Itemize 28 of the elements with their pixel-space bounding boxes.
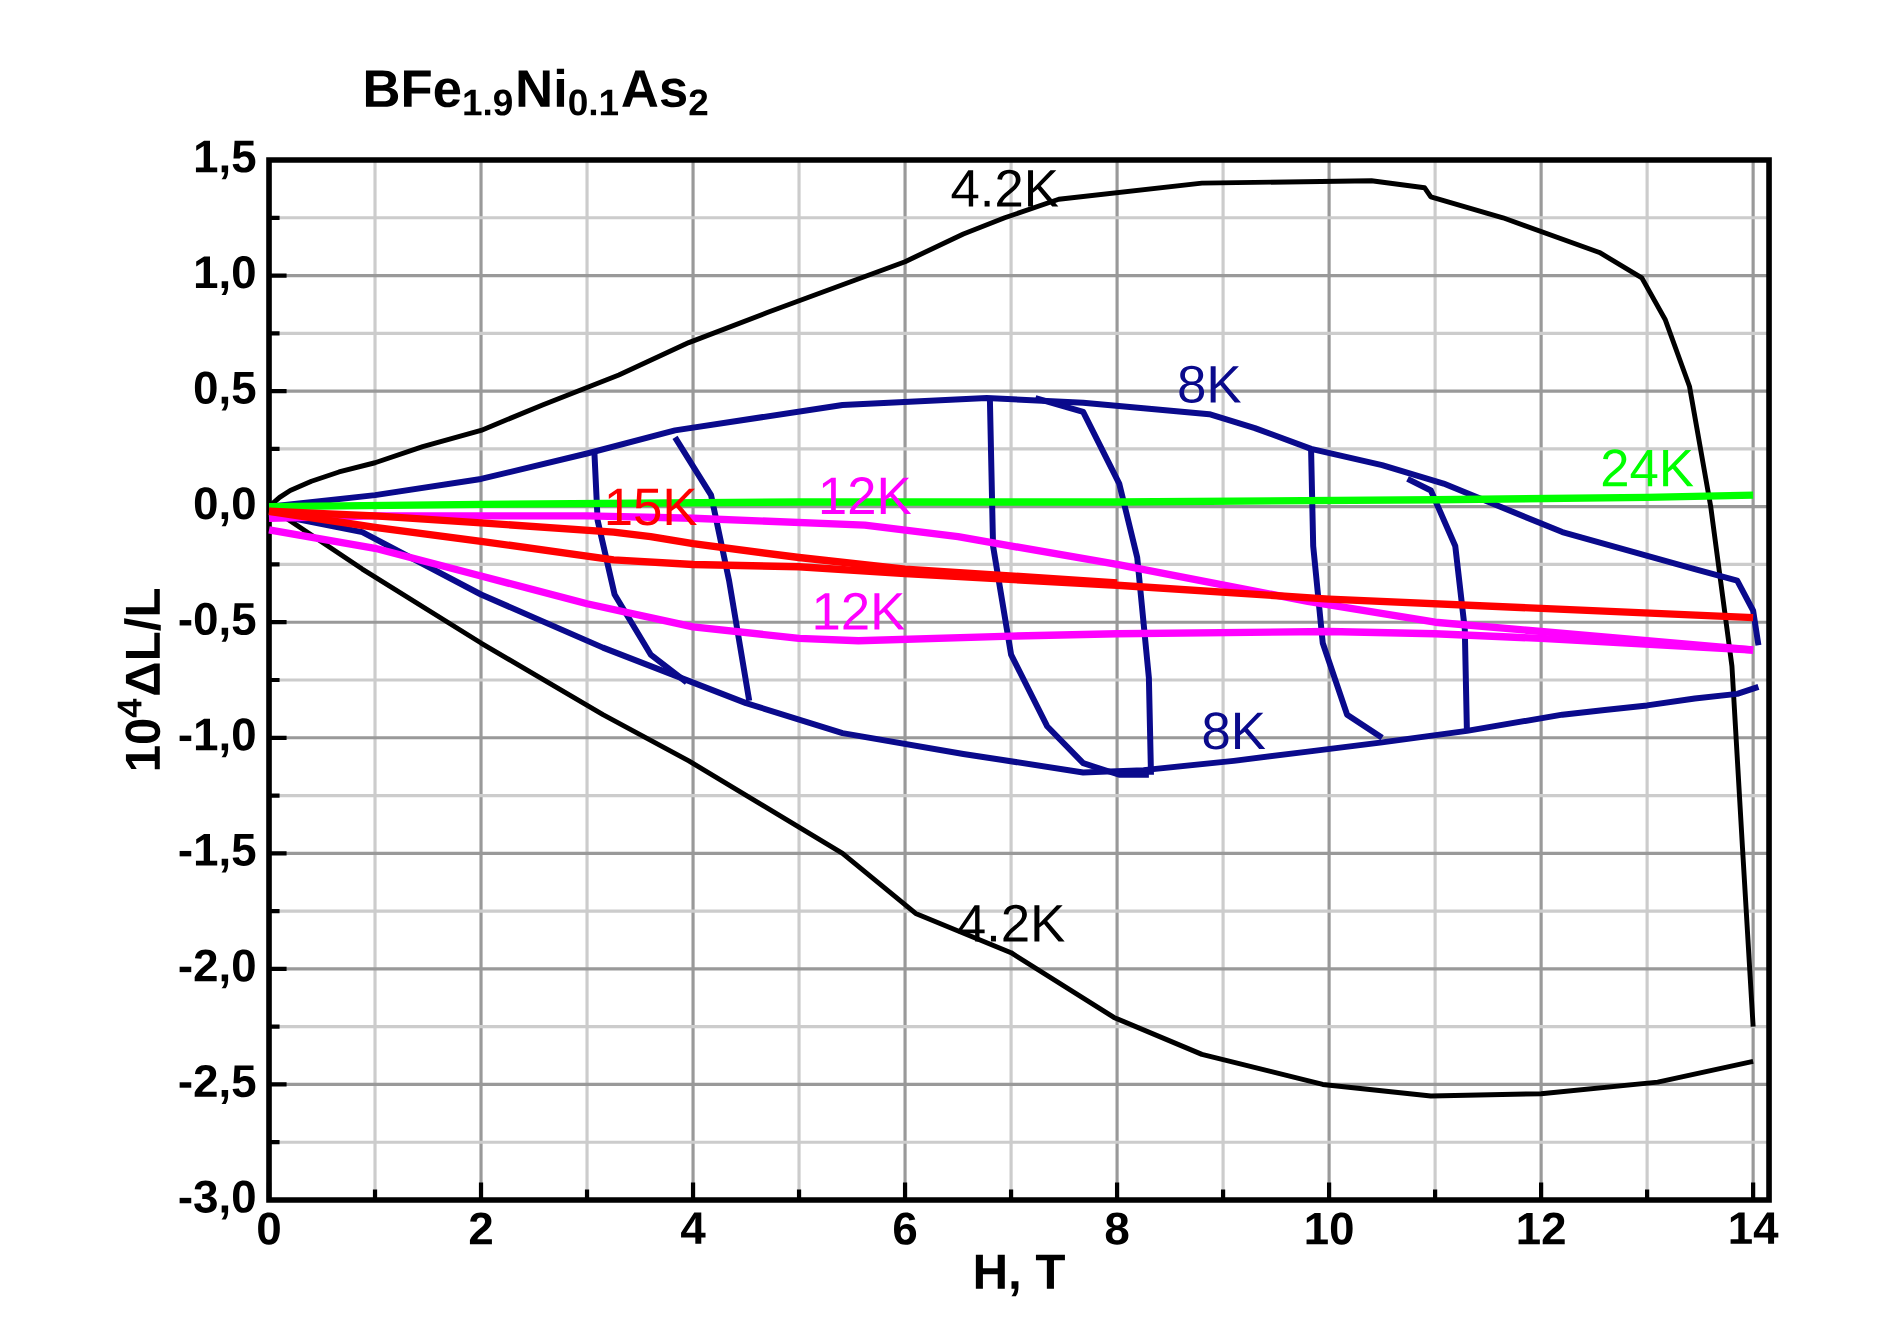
annotation: 15K [607,488,697,526]
x-axis-title: H, T [975,1254,1065,1297]
annotation: 4.2K [958,904,1065,942]
annotation: 24K [1602,449,1694,487]
y-tick-label: -3,0 [179,1180,255,1220]
x-tick-label: 14 [1730,1212,1779,1244]
y-tick-label: -2,5 [179,1064,256,1104]
x-tick-label: 8 [1105,1212,1129,1245]
y-tick-label: -1,0 [179,718,255,758]
x-tick-label: 12 [1518,1212,1565,1245]
x-tick-label: 0 [258,1212,280,1245]
y-tick-label: 1,0 [195,256,255,296]
annotation: 4.2K [951,169,1059,207]
x-tick-label: 4 [681,1212,706,1244]
y-axis-title: 10$^{4}$ΔL/L [117,589,161,770]
x-tick-label: 6 [894,1212,917,1245]
y-tick-label: 0,5 [194,371,256,411]
annotation: 8K [1179,365,1241,403]
y-tick-label: 1,5 [195,140,256,180]
y-tick-label: 0,0 [194,487,255,527]
chart-title: BFe$_{1.9}$Ni$_{0.1}$As$_{2}$ [365,68,708,116]
annotation: 8K [1203,712,1266,750]
y-tick-label: -1,5 [179,834,256,873]
x-tick-label: 10 [1306,1212,1353,1245]
y-tick-label: -0,5 [179,602,256,642]
annotation: 12K [815,592,905,630]
x-tick-label: 2 [469,1212,492,1245]
y-tick-label: -2,0 [179,949,255,989]
